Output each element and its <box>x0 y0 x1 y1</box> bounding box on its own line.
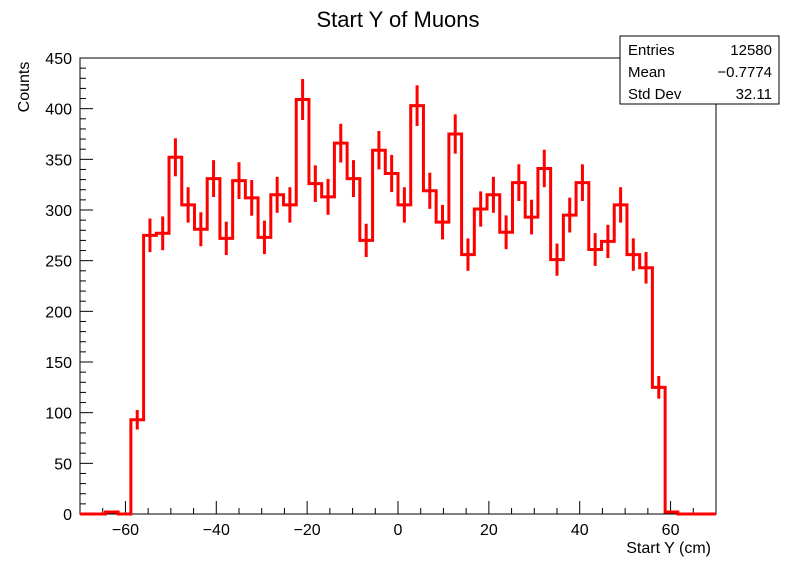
stats-value-entries: 12580 <box>730 42 772 59</box>
x-tick-label: −60 <box>112 522 139 539</box>
x-tick-label: −20 <box>294 522 321 539</box>
x-tick-label: −40 <box>203 522 230 539</box>
x-tick-label: 40 <box>571 522 589 539</box>
x-tick-label: 20 <box>480 522 498 539</box>
x-tick-label: 60 <box>662 522 680 539</box>
y-axis-label: Counts <box>16 62 33 113</box>
y-tick-label: 450 <box>45 51 72 68</box>
y-tick-label: 400 <box>45 102 72 119</box>
stats-box: Entries 12580 Mean −0.7774 Std Dev 32.11 <box>619 35 780 105</box>
y-tick-label: 350 <box>45 152 72 169</box>
stats-value-mean: −0.7774 <box>717 64 772 81</box>
stats-value-std-dev: 32.11 <box>736 86 772 103</box>
stats-label-std-dev: Std Dev <box>628 86 682 103</box>
error-bars <box>110 79 673 514</box>
x-tick-label: 0 <box>394 522 403 539</box>
plot-frame <box>79 57 717 515</box>
y-tick-label: 200 <box>45 304 72 321</box>
y-tick-label: 0 <box>63 507 72 524</box>
stats-label-entries: Entries <box>628 42 675 59</box>
stats-box-frame <box>619 35 780 105</box>
chart-title: Start Y of Muons <box>316 7 479 32</box>
x-axis: −60 −40 −20 0 20 40 60 <box>79 501 717 539</box>
y-tick-label: 100 <box>45 406 72 423</box>
x-axis-label: Start Y (cm) <box>626 540 711 557</box>
histogram-line <box>80 98 716 516</box>
y-tick-label: 150 <box>45 355 72 372</box>
y-tick-label: 300 <box>45 203 72 220</box>
y-tick-label: 250 <box>45 254 72 271</box>
y-axis: 0 50 100 150 200 250 300 350 400 450 <box>45 51 93 524</box>
y-tick-label: 50 <box>54 456 72 473</box>
stats-label-mean: Mean <box>628 64 666 81</box>
